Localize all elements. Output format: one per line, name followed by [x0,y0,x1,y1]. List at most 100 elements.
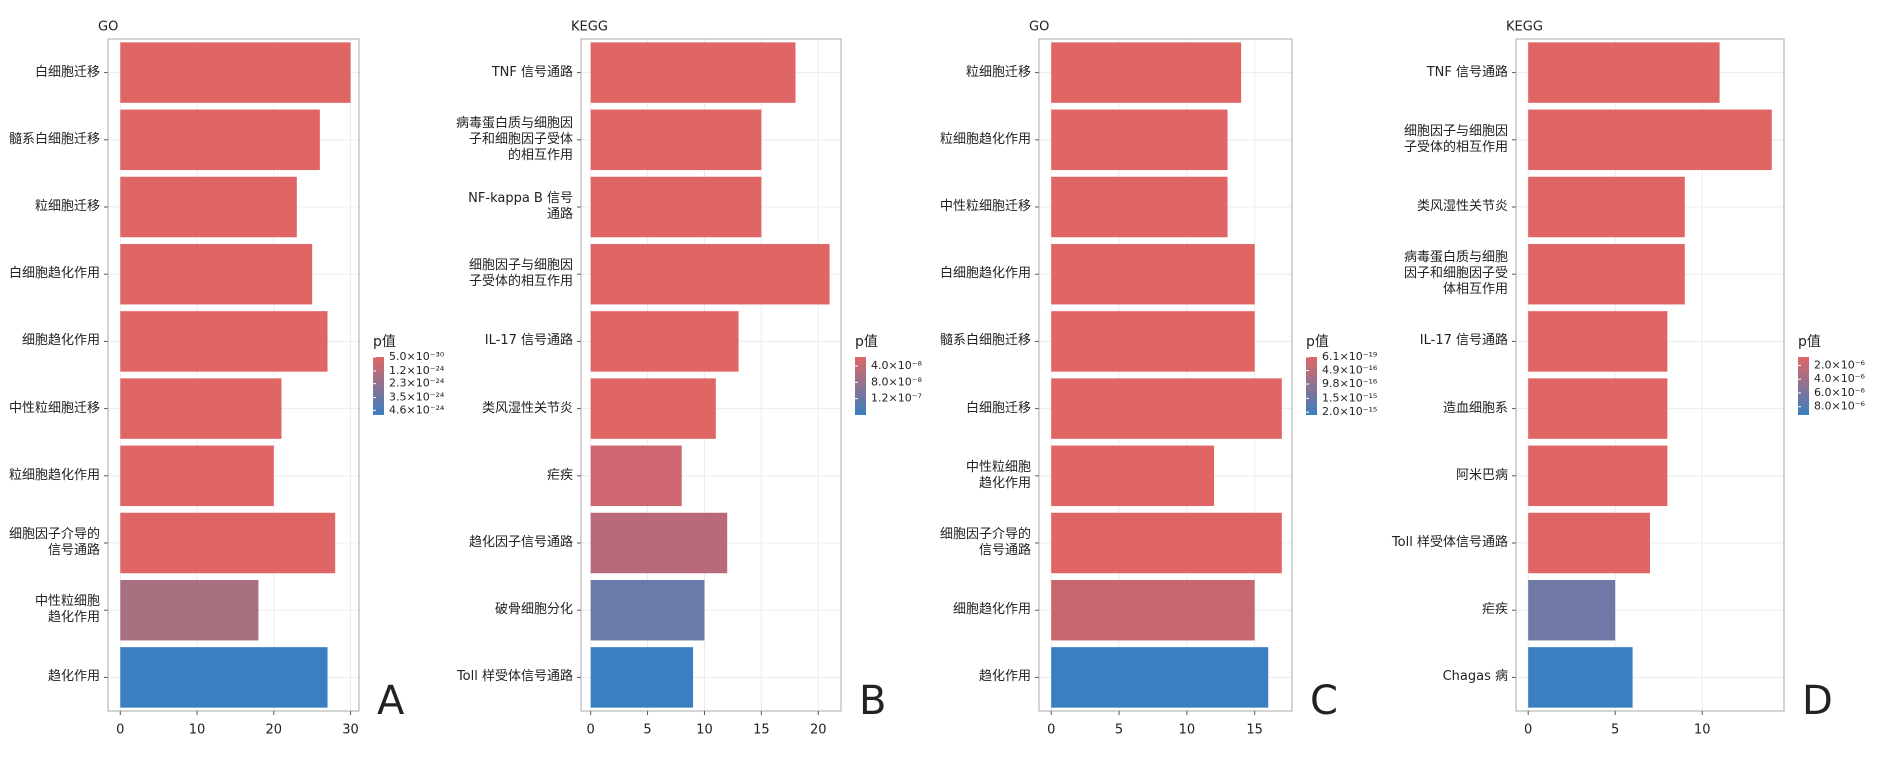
bar [120,647,328,708]
y-tick-label-box: 病毒蛋白质与细胞 因子和细胞因子受 体相互作用 [1403,250,1508,298]
y-tick-label: 趋化因子信号通路 [468,534,573,550]
y-tick-label: IL-17 信号通路 [1419,333,1508,349]
y-tick-label-box: 髓系白细胞迁移 [940,333,1031,348]
y-tick-label: 细胞因子介导的 信号通路 [8,526,100,558]
bar [120,579,259,641]
colorbar-tick-label: 2.3×10⁻²⁴ [389,377,445,390]
y-tick-label: NF-kappa B 信号 通路 [468,190,573,222]
colorbar [855,357,866,415]
plot-border [107,38,360,712]
plot-border [580,38,842,712]
bar [1528,512,1650,574]
y-tick-label-box: 病毒蛋白质与细胞因 子和细胞因子受体 的相互作用 [455,115,573,163]
bar [1051,647,1269,708]
x-tick-label: 0 [116,723,124,738]
colorbar-tick-label: 4.6×10⁻²⁴ [389,403,445,416]
colorbar-tick-label: 1.2×10⁻²⁴ [389,364,445,377]
colorbar-tick-label: 3.5×10⁻²⁴ [389,391,445,404]
y-tick-label: 类风湿性关节炎 [1416,198,1508,214]
y-tick-label-box: 细胞因子与细胞因 子受体的相互作用 [468,258,573,290]
bar [590,512,728,574]
y-tick-label: 中性粒细胞 趋化作用 [965,459,1031,491]
bar [590,579,705,641]
panel-title: GO [1029,20,1049,35]
y-tick-label: TNF 信号通路 [491,64,573,80]
legend-title: p值 [1306,334,1329,350]
y-tick-label-box: 类风湿性关节炎 [1416,198,1508,214]
bar [1528,647,1633,708]
panel-title: KEGG [1506,20,1543,35]
bar [590,445,682,507]
panel-label: D [1802,678,1833,724]
bar [1051,176,1228,238]
y-tick-label-box: 趋化作用 [48,669,100,684]
colorbar [373,357,384,415]
y-tick-label: 细胞因子与细胞因 子受体的相互作用 [468,258,573,290]
y-tick-label-box: 粒细胞趋化作用 [939,131,1031,147]
bar [120,243,313,305]
y-tick-label-box: 趋化作用 [979,669,1031,684]
x-tick-label: 15 [753,723,770,738]
bar [590,42,796,103]
bar [1528,378,1668,439]
colorbar-tick-label: 5.0×10⁻³⁰ [389,350,445,363]
y-tick-label: 疟疾 [546,467,573,483]
y-tick-label: 白细胞趋化作用 [8,266,100,282]
x-tick-label: 0 [587,723,595,738]
y-tick-label-box: TNF 信号通路 [491,64,573,80]
y-tick-label-box: 造血细胞系 [1443,401,1508,416]
y-tick-label-box: IL-17 信号通路 [1419,333,1508,349]
colorbar-tick-label: 8.0×10⁻⁶ [1814,400,1866,413]
y-tick-label-box: 细胞趋化作用 [21,333,100,349]
y-tick-label-box: 类风湿性关节炎 [481,400,573,416]
bar [590,378,716,439]
y-tick-label-box: 粒细胞趋化作用 [8,467,100,483]
y-tick-label: 细胞趋化作用 [21,333,100,349]
bar [1051,42,1242,103]
bar [590,176,762,238]
y-tick-label: 白细胞迁移 [965,400,1031,416]
panel-title: KEGG [571,20,608,35]
bar [120,512,336,574]
y-tick-label-box: 细胞趋化作用 [952,602,1031,618]
y-tick-label: 细胞因子与细胞因 子受体的相互作用 [1403,123,1508,155]
colorbar-tick-label: 4.0×10⁻⁶ [1814,372,1866,385]
legend-title: p值 [1798,334,1821,350]
x-tick-label: 10 [1179,723,1196,738]
bar [1051,512,1282,574]
colorbar-tick-label: 2.0×10⁻⁶ [1814,358,1866,371]
bar [1051,109,1228,171]
y-tick-label-box: 中性粒细胞 趋化作用 [965,459,1031,491]
y-tick-label-box: 细胞因子与细胞因 子受体的相互作用 [1403,123,1508,155]
y-tick-label: 类风湿性关节炎 [481,400,573,416]
y-tick-label: Toll 样受体信号通路 [456,669,573,685]
x-tick-label: 0 [1524,723,1532,738]
y-tick-label: 病毒蛋白质与细胞因 子和细胞因子受体 的相互作用 [455,115,573,163]
y-tick-label: Chagas 病 [1442,669,1508,685]
bar [590,647,694,708]
x-tick-label: 30 [342,723,359,738]
y-tick-label-box: 粒细胞迁移 [35,199,100,214]
bar [1528,445,1668,507]
y-tick-label: 粒细胞趋化作用 [939,131,1031,147]
y-tick-label: 中性粒细胞 趋化作用 [34,594,100,626]
y-tick-label: 白细胞趋化作用 [939,266,1031,282]
y-tick-label-box: 粒细胞迁移 [966,65,1031,80]
x-tick-label: 15 [1246,723,1263,738]
y-tick-label: 中性粒细胞迁移 [8,400,100,416]
y-tick-label: TNF 信号通路 [1426,64,1508,80]
x-tick-label: 10 [1694,723,1711,738]
y-tick-label-box: 中性粒细胞迁移 [940,199,1031,214]
y-tick-label: 细胞趋化作用 [952,602,1031,618]
y-tick-label-box: 破骨细胞分化 [495,602,573,617]
y-tick-label: 病毒蛋白质与细胞 因子和细胞因子受 体相互作用 [1403,250,1508,298]
x-tick-label: 20 [266,723,283,738]
y-tick-label: 粒细胞趋化作用 [8,467,100,483]
bar [120,378,282,439]
y-tick-label-box: 疟疾 [1482,602,1508,617]
colorbar-tick-label: 1.5×10⁻¹⁵ [1322,391,1377,404]
x-tick-label: 5 [643,723,651,738]
colorbar [1798,357,1809,415]
x-tick-label: 5 [1611,723,1619,738]
